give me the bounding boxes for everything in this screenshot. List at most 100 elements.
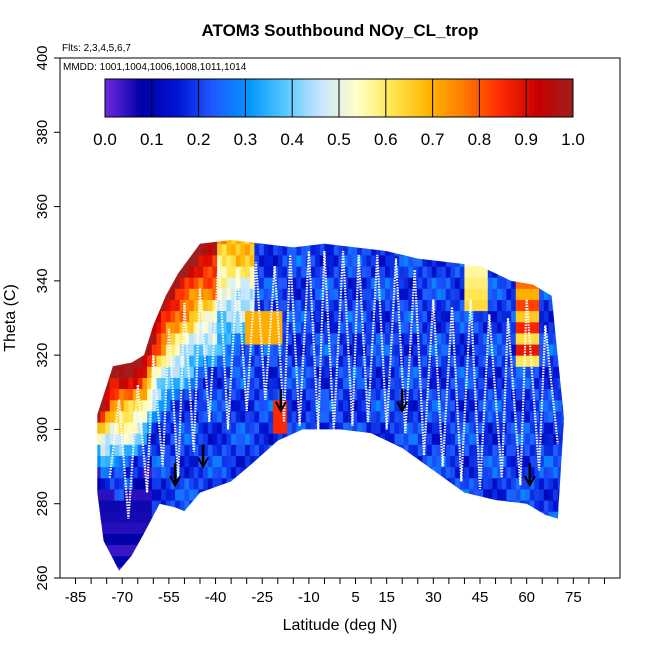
heatmap-cell <box>417 344 424 356</box>
heatmap-cell <box>151 399 158 412</box>
colorbar-segment <box>475 79 480 117</box>
heatmap-cell <box>539 344 545 356</box>
heatmap-cell <box>273 355 279 367</box>
colorbar-segment <box>276 79 281 117</box>
heatmap-cell <box>282 344 288 356</box>
heatmap-cell <box>212 422 218 434</box>
heatmap-cell <box>147 366 153 378</box>
heatmap-cell <box>315 366 321 378</box>
heatmap-cell <box>399 254 405 267</box>
heatmap-cell <box>445 310 452 323</box>
heatmap-cell <box>515 477 522 490</box>
heatmap-cell <box>273 321 279 334</box>
heatmap-cell <box>142 500 148 512</box>
heatmap-cell <box>431 277 438 289</box>
heatmap-cell <box>226 466 232 479</box>
heatmap-cell <box>193 444 200 456</box>
heatmap-cell <box>464 399 470 412</box>
heatmap-cell <box>170 455 176 468</box>
heatmap-cell <box>263 321 270 334</box>
heatmap-cell <box>324 243 330 256</box>
heatmap-cell <box>212 310 218 323</box>
heatmap-cell <box>548 466 554 479</box>
heatmap-cell <box>123 377 130 390</box>
heatmap-cell <box>240 277 246 289</box>
heatmap-cell <box>119 511 125 523</box>
colorbar-segment <box>424 79 430 117</box>
heatmap-cell <box>459 310 466 323</box>
heatmap-cell <box>431 410 438 423</box>
heatmap-cell <box>142 477 148 490</box>
heatmap-cell <box>333 299 340 312</box>
heatmap-cell <box>478 444 484 456</box>
flights-label: Flts: 2,3,4,5,6,7 <box>62 43 131 54</box>
heatmap-cell <box>259 266 265 278</box>
heatmap-cell <box>114 544 120 557</box>
heatmap-cell <box>221 299 228 312</box>
heatmap-cell <box>436 455 442 468</box>
colorbar-segment <box>128 79 133 117</box>
heatmap-cell <box>408 433 414 445</box>
heatmap-cell <box>324 355 330 367</box>
heatmap-cell <box>408 266 414 278</box>
heatmap-cell <box>277 243 284 256</box>
heatmap-cell <box>347 344 354 356</box>
heatmap-cell <box>273 377 279 390</box>
heatmap-cell <box>427 399 433 412</box>
heatmap-cell <box>361 288 368 300</box>
heatmap-cell <box>296 344 302 356</box>
heatmap-cell <box>235 377 242 390</box>
heatmap-cell <box>301 266 307 278</box>
heatmap-cell <box>263 266 270 278</box>
heatmap-cell <box>221 433 228 445</box>
heatmap-cell <box>175 399 181 412</box>
heatmap-cell <box>305 377 312 390</box>
heatmap-cell <box>441 332 447 345</box>
heatmap-cell <box>450 455 456 468</box>
heatmap-cell <box>207 321 214 334</box>
heatmap-cell <box>427 444 433 456</box>
colorbar-segment <box>561 79 566 117</box>
heatmap-cell <box>553 332 559 345</box>
heatmap-cell <box>184 399 190 412</box>
heatmap-cell <box>315 299 321 312</box>
heatmap-cell <box>352 388 358 401</box>
y-tick-label: 340 <box>34 268 51 293</box>
heatmap-cell <box>170 288 176 300</box>
heatmap-cell <box>235 299 242 312</box>
heatmap-cell <box>282 399 288 412</box>
heatmap-cell <box>380 388 386 401</box>
heatmap-cell <box>413 266 419 278</box>
heatmap-cell <box>273 388 279 401</box>
heatmap-cell <box>109 366 116 378</box>
heatmap-cell <box>333 399 340 412</box>
heatmap-cell <box>352 299 358 312</box>
heatmap-cell <box>478 299 484 312</box>
heatmap-cell <box>436 422 442 434</box>
heatmap-cell <box>366 254 372 267</box>
heatmap-cell <box>268 288 274 300</box>
heatmap-cell <box>352 410 358 423</box>
heatmap-cell <box>156 455 162 468</box>
heatmap-cell <box>109 500 116 512</box>
heatmap-cell <box>375 366 382 378</box>
heatmap-cell <box>511 344 517 356</box>
heatmap-cell <box>338 366 344 378</box>
heatmap-cell <box>170 388 176 401</box>
heatmap-cell <box>296 388 302 401</box>
heatmap-cell <box>445 266 452 278</box>
heatmap-cell <box>529 500 536 512</box>
heatmap-cell <box>273 243 279 256</box>
heatmap-cell <box>413 332 419 345</box>
heatmap-cell <box>473 310 480 323</box>
colorbar-segment <box>557 79 562 117</box>
flight-profile-track <box>108 251 559 519</box>
heatmap-cell <box>273 410 279 423</box>
heatmap-cell <box>375 288 382 300</box>
heatmap-cell <box>557 410 564 423</box>
heatmap-cell <box>529 388 536 401</box>
heatmap-cell <box>483 332 489 345</box>
heatmap-cell <box>492 299 498 312</box>
heatmap-cell <box>483 488 489 501</box>
heatmap-cell <box>366 266 372 278</box>
